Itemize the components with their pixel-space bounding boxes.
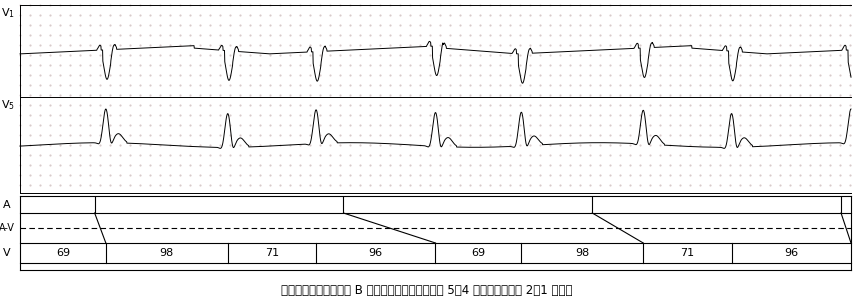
Text: 69: 69 [55, 248, 70, 258]
Text: V$_5$: V$_5$ [1, 98, 15, 112]
Text: A: A [3, 199, 11, 210]
Text: 96: 96 [368, 248, 382, 258]
Text: 96: 96 [783, 248, 798, 258]
Text: 69: 69 [471, 248, 485, 258]
Text: V: V [3, 248, 11, 258]
Text: 98: 98 [574, 248, 589, 258]
Text: 71: 71 [680, 248, 693, 258]
Text: A-V: A-V [0, 223, 15, 233]
Text: 98: 98 [160, 248, 174, 258]
Text: V$_1$: V$_1$ [1, 6, 15, 20]
Text: 71: 71 [264, 248, 279, 258]
Text: 心房扑动伴房室交接区 B 型交替性文氏周期（上层 5：4 文氏现象，下层 2：1 阻滞）: 心房扑动伴房室交接区 B 型交替性文氏周期（上层 5：4 文氏现象，下层 2：1… [281, 284, 572, 296]
